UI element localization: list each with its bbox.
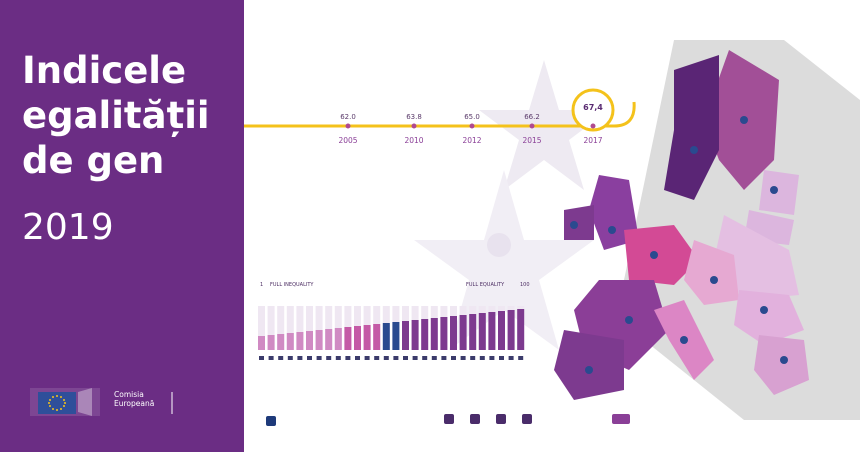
country-bars <box>258 306 525 360</box>
country-code-mark <box>268 356 274 360</box>
country-code-mark <box>364 356 370 360</box>
country-code-mark <box>451 356 456 360</box>
title-panel: Indicele egalității de gen 2019 Comisia … <box>0 0 244 452</box>
bar-background <box>286 306 294 350</box>
country-code-mark <box>431 356 437 360</box>
youtube-icon[interactable] <box>496 414 506 424</box>
country-code-mark <box>297 356 303 360</box>
country-code-mark <box>307 356 312 360</box>
bar-background <box>267 306 275 350</box>
timeline-value-2010: 63.8 <box>406 113 422 121</box>
country-code-mark <box>412 356 418 360</box>
country-bar <box>306 331 313 350</box>
country-code-mark <box>278 356 284 360</box>
timeline-value-2015: 66.2 <box>524 113 540 121</box>
country-code-mark <box>259 356 264 360</box>
country-code-mark <box>355 356 360 360</box>
country-bar <box>440 317 448 350</box>
country-bar <box>267 335 275 350</box>
infographic-area: 62.0 63.8 65.0 66.2 67,4 2005 2010 2012 … <box>244 0 860 452</box>
facebook-icon[interactable] <box>444 414 454 424</box>
timeline-value-2012: 65.0 <box>464 113 480 121</box>
timeline-year-2005: 2005 <box>338 136 358 145</box>
country-bar <box>450 316 457 350</box>
linkedin-icon[interactable] <box>522 414 532 424</box>
timeline-year-2017: 2017 <box>583 136 603 145</box>
country-bar <box>421 319 429 350</box>
country-code-mark <box>470 356 476 360</box>
country-code-mark <box>287 356 293 360</box>
year-label: 2019 <box>22 207 114 248</box>
country-bar <box>277 334 285 350</box>
timeline-year-2015: 2015 <box>522 136 542 145</box>
country-code-mark <box>441 356 447 360</box>
country-bar <box>258 336 265 350</box>
country-bar <box>459 315 467 350</box>
country-code-mark <box>460 356 466 360</box>
bar-right-num: 100 <box>520 282 530 288</box>
bar-background <box>306 306 313 350</box>
bar-background <box>296 306 304 350</box>
country-bar <box>469 314 477 350</box>
european-commission-label: Comisia Europeană <box>114 390 155 408</box>
country-bar <box>430 318 438 350</box>
country-code-mark <box>316 356 322 360</box>
bar-background <box>325 306 333 350</box>
twitter-icon[interactable] <box>470 414 480 424</box>
timeline-year-2012: 2012 <box>462 136 482 145</box>
eige-logo-icon <box>612 414 630 424</box>
country-code-mark <box>393 356 399 360</box>
country-bar <box>517 309 525 350</box>
bar-background <box>277 306 285 350</box>
country-bar <box>507 310 515 350</box>
country-code-mark <box>499 356 504 360</box>
timeline-value-2005: 62.0 <box>340 113 356 121</box>
bar-background <box>258 306 265 350</box>
country-code-mark <box>508 356 514 360</box>
bar-background <box>315 306 323 350</box>
title-line-3: de gen <box>22 139 165 182</box>
title-line-2: egalității <box>22 94 210 137</box>
country-bar <box>363 325 371 350</box>
country-bar <box>354 326 361 350</box>
country-code-mark <box>489 356 495 360</box>
country-bar <box>325 329 333 350</box>
timeline-line <box>244 88 636 132</box>
europe-map <box>554 40 860 420</box>
timeline-year-2010: 2010 <box>404 136 424 145</box>
country-code-mark <box>335 356 341 360</box>
country-bar <box>315 330 323 350</box>
country-bar <box>498 311 505 350</box>
bar-left-num: 1 <box>260 282 264 288</box>
country-bar <box>392 322 400 350</box>
country-bar <box>296 332 304 350</box>
country-bar <box>478 313 486 350</box>
country-code-mark <box>326 356 332 360</box>
country-bar <box>411 320 419 350</box>
country-code-mark <box>374 356 380 360</box>
country-bar <box>334 328 342 350</box>
country-code-mark <box>518 356 524 360</box>
bar-right-label: FULL EQUALITY <box>466 282 505 288</box>
country-bar <box>488 312 496 350</box>
country-code-mark <box>345 356 351 360</box>
page-title: Indicele egalității de gen <box>22 48 210 183</box>
eu-flag-icon <box>266 416 276 426</box>
country-bar <box>382 323 390 350</box>
country-bar <box>286 333 294 350</box>
country-code-mark <box>422 356 428 360</box>
country-bar <box>373 324 381 350</box>
bar-left-label: FULL INEQUALITY <box>270 282 314 288</box>
country-code-mark <box>383 356 389 360</box>
title-line-1: Indicele <box>22 49 187 92</box>
european-commission-logo <box>30 388 173 416</box>
timeline-value-2017: 67,4 <box>583 103 603 112</box>
country-code-mark <box>403 356 408 360</box>
country-bar <box>344 327 352 350</box>
country-code-mark <box>479 356 485 360</box>
country-bar <box>402 321 409 350</box>
